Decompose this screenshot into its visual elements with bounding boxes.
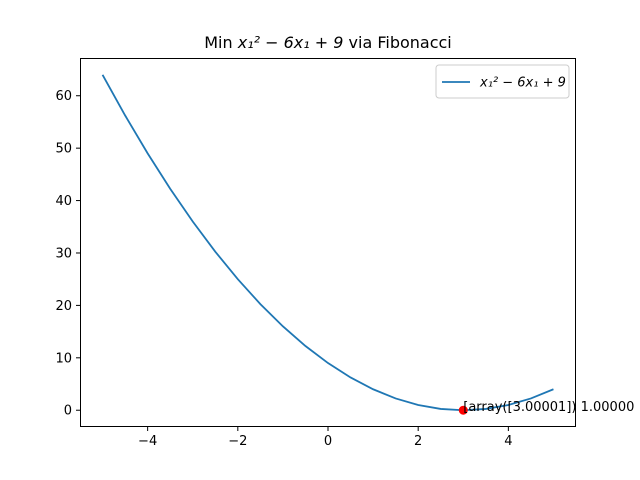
minimum-point-marker [458,405,468,415]
y-axis-ticks: 0 10 20 30 40 50 60 [55,89,80,419]
y-tick-label: 30 [55,246,72,261]
series-line [101,74,554,412]
y-tick-label: 40 [55,194,72,209]
plot-area-background [80,58,576,427]
x-tick-label: −2 [228,434,247,449]
y-tick-label: 50 [55,142,72,157]
y-tick-label: 10 [55,351,72,366]
plot-frame [80,58,576,427]
chart-title: Min x₁² − 6x₁ + 9 via Fibonacci [204,33,452,52]
legend-label: x₁² − 6x₁ + 9 [479,76,566,91]
legend-box [435,64,570,99]
y-tick-label: 0 [64,404,72,419]
legend: x₁² − 6x₁ + 9 [435,64,570,99]
x-tick-label: 0 [324,434,332,449]
minimum-point-label: [array([3.00001]) 1.00000 [463,400,634,415]
x-axis-ticks: −4 −2 0 2 4 [138,427,513,449]
y-tick-label: 20 [55,299,72,314]
x-tick-label: 4 [504,434,512,449]
x-tick-label: −4 [138,434,157,449]
y-tick-label: 60 [55,89,72,104]
x-tick-label: 2 [414,434,422,449]
